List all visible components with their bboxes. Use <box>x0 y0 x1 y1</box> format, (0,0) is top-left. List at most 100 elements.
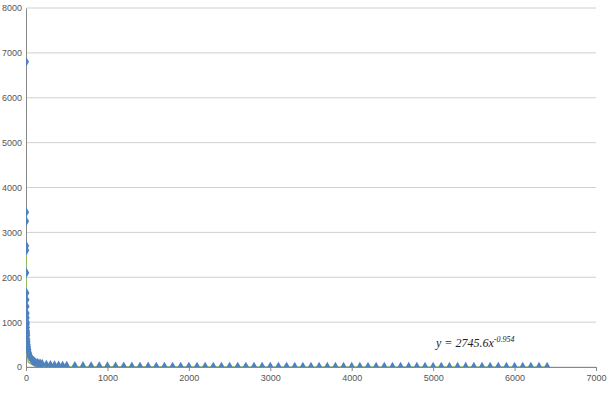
point <box>414 362 420 367</box>
x-tick: 6000 <box>505 367 525 383</box>
x-tick: 5000 <box>424 367 444 383</box>
point <box>479 362 485 367</box>
point <box>26 268 29 278</box>
point <box>373 362 379 367</box>
point <box>365 362 371 367</box>
point <box>341 362 347 367</box>
y-tick: 4000 <box>2 183 26 193</box>
point <box>178 362 184 367</box>
point <box>430 362 436 367</box>
x-tick-label: 2000 <box>179 373 199 383</box>
point <box>316 362 322 367</box>
scatter-series <box>26 57 550 367</box>
point <box>292 362 298 367</box>
point <box>284 362 290 367</box>
point <box>161 362 167 367</box>
x-tick: 2000 <box>179 367 199 383</box>
plot: 0 1000 2000 3000 4000 5000 6000 7000 8000 0 1000 20… <box>2 3 607 383</box>
point <box>26 245 29 255</box>
y-tick: 0 <box>17 362 26 372</box>
annotation-text: y = 2745.6x <box>435 336 494 350</box>
point <box>145 362 151 367</box>
point <box>202 362 208 367</box>
grid-line <box>26 322 596 323</box>
point <box>381 362 387 367</box>
x-tick: 3000 <box>261 367 281 383</box>
point <box>227 362 233 367</box>
y-tick: 5000 <box>2 138 26 148</box>
y-axis: 0 1000 2000 3000 4000 5000 6000 7000 8000 <box>2 3 27 372</box>
x-axis-line <box>27 367 597 368</box>
x-tick-mark <box>352 367 353 371</box>
y-tick: 8000 <box>2 3 26 13</box>
point <box>104 361 110 367</box>
point <box>259 362 265 367</box>
point <box>308 362 314 367</box>
grid-line <box>26 277 596 278</box>
point <box>324 362 330 367</box>
point <box>64 361 70 367</box>
y-tick-label: 7000 <box>2 48 22 58</box>
point <box>80 361 86 367</box>
point <box>194 362 200 367</box>
x-tick-label: 1000 <box>98 373 118 383</box>
y-tick: 2000 <box>2 273 26 283</box>
point <box>471 362 477 367</box>
y-tick-label: 6000 <box>2 93 22 103</box>
x-tick: 0 <box>24 367 29 383</box>
y-tick-label: 1000 <box>2 318 22 328</box>
point <box>26 207 29 217</box>
x-tick-label: 4000 <box>342 373 362 383</box>
y-tick: 3000 <box>2 228 26 238</box>
x-tick-mark <box>433 367 434 371</box>
x-tick-mark <box>26 367 27 371</box>
point <box>544 362 550 367</box>
point <box>210 362 216 367</box>
y-tick-label: 8000 <box>2 3 22 13</box>
point <box>26 57 29 67</box>
point <box>96 361 102 367</box>
point <box>186 362 192 367</box>
point <box>520 362 526 367</box>
point <box>349 362 355 367</box>
x-tick-mark <box>107 367 108 371</box>
x-axis: 0 1000 2000 3000 4000 5000 6000 7000 <box>24 367 607 383</box>
x-tick-mark <box>189 367 190 371</box>
point <box>332 362 338 367</box>
y-tick: 7000 <box>2 48 26 58</box>
point <box>528 362 534 367</box>
grid-line <box>26 232 596 233</box>
x-tick: 4000 <box>342 367 362 383</box>
point <box>422 362 428 367</box>
point <box>495 362 501 367</box>
point <box>357 362 363 367</box>
y-tick-label: 2000 <box>2 273 22 283</box>
x-tick-label: 6000 <box>505 373 525 383</box>
y-tick-label: 4000 <box>2 183 22 193</box>
x-tick: 1000 <box>98 367 118 383</box>
grid <box>26 8 596 367</box>
grid-line <box>26 97 596 98</box>
point <box>503 362 509 367</box>
point <box>243 362 249 367</box>
point <box>153 362 159 367</box>
y-tick: 6000 <box>2 93 26 103</box>
point <box>389 362 395 367</box>
point <box>406 362 412 367</box>
chart: 0 1000 2000 3000 4000 5000 6000 7000 8000 0 1000 20… <box>0 0 616 395</box>
point <box>512 362 518 367</box>
x-tick: 7000 <box>586 367 606 383</box>
point <box>235 362 241 367</box>
point <box>129 362 135 367</box>
y-tick-label: 0 <box>17 362 22 372</box>
trend-line <box>26 244 547 367</box>
grid-line <box>26 52 596 53</box>
y-tick-label: 3000 <box>2 228 22 238</box>
marks <box>26 57 550 367</box>
point <box>487 362 493 367</box>
x-tick-label: 3000 <box>261 373 281 383</box>
point <box>113 361 119 367</box>
y-tick: 1000 <box>2 318 26 328</box>
point <box>218 362 224 367</box>
x-tick-label: 0 <box>24 373 29 383</box>
